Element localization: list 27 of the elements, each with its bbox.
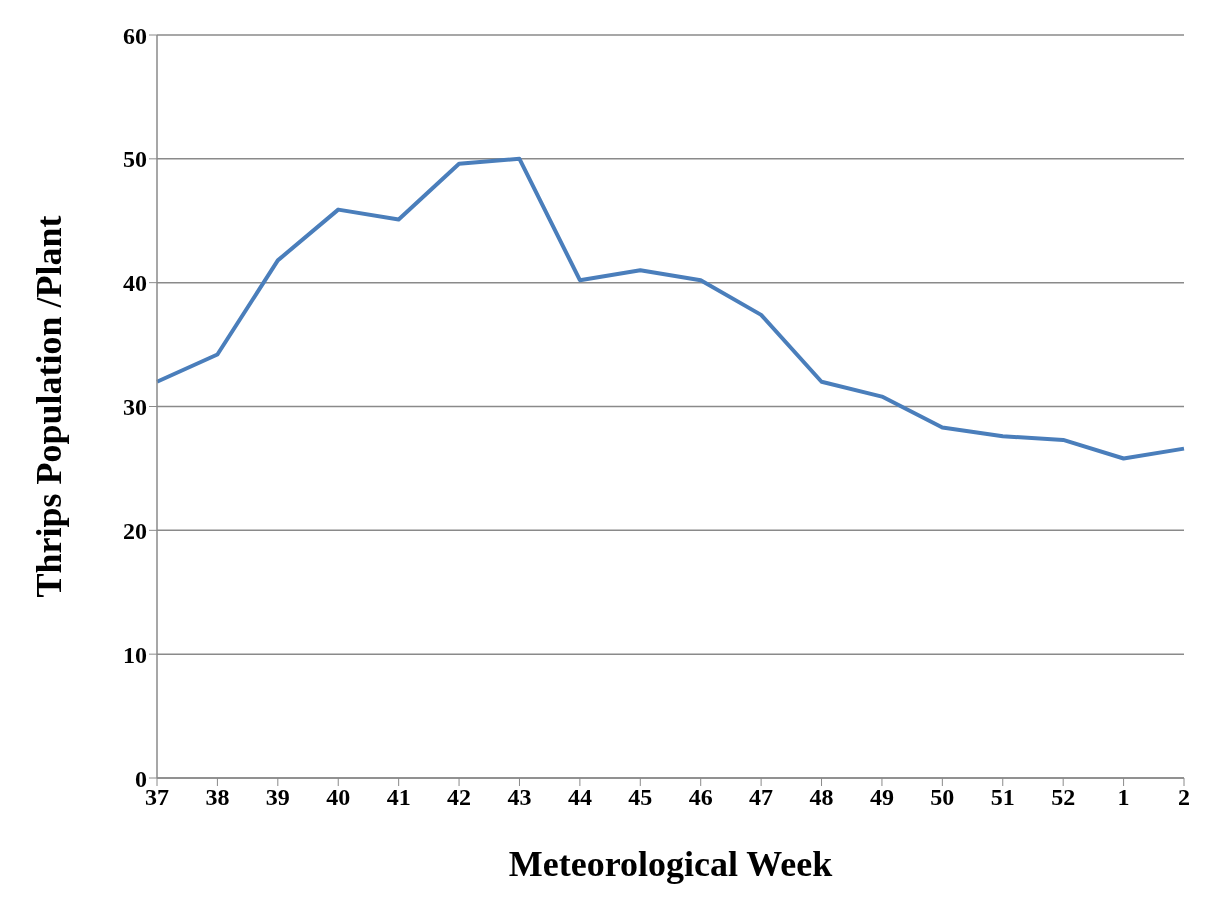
x-tick-label: 40 bbox=[326, 784, 351, 811]
x-tick-label: 51 bbox=[990, 784, 1015, 811]
x-tick-label: 47 bbox=[749, 784, 774, 811]
y-tick-label: 10 bbox=[123, 641, 147, 668]
x-tick-label: 49 bbox=[869, 784, 894, 811]
y-tick-label: 0 bbox=[135, 765, 147, 792]
y-tick-label: 40 bbox=[123, 270, 147, 297]
y-axis-title: Thrips Population /Plant bbox=[28, 215, 69, 598]
x-tick-label: 44 bbox=[567, 784, 592, 811]
x-tick-label: 1 bbox=[1117, 784, 1130, 811]
x-tick-label: 39 bbox=[265, 784, 290, 811]
x-tick-label: 52 bbox=[1051, 784, 1076, 811]
x-tick-label: 41 bbox=[386, 784, 411, 811]
y-tick-label: 50 bbox=[123, 146, 147, 173]
x-tick-label: 46 bbox=[688, 784, 713, 811]
y-tick-label: 20 bbox=[123, 517, 147, 544]
x-tick-label: 43 bbox=[507, 784, 532, 811]
x-tick-label: 38 bbox=[205, 784, 230, 811]
x-axis-title: Meteorological Week bbox=[508, 844, 833, 884]
x-tick-label: 37 bbox=[145, 784, 169, 811]
x-tick-label: 48 bbox=[809, 784, 834, 811]
x-tick-label: 45 bbox=[628, 784, 653, 811]
x-tick-label: 2 bbox=[1178, 784, 1190, 811]
x-tick-label: 50 bbox=[930, 784, 955, 811]
y-tick-label: 60 bbox=[123, 22, 147, 49]
x-tick-label: 42 bbox=[447, 784, 472, 811]
y-tick-label: 30 bbox=[123, 394, 147, 421]
